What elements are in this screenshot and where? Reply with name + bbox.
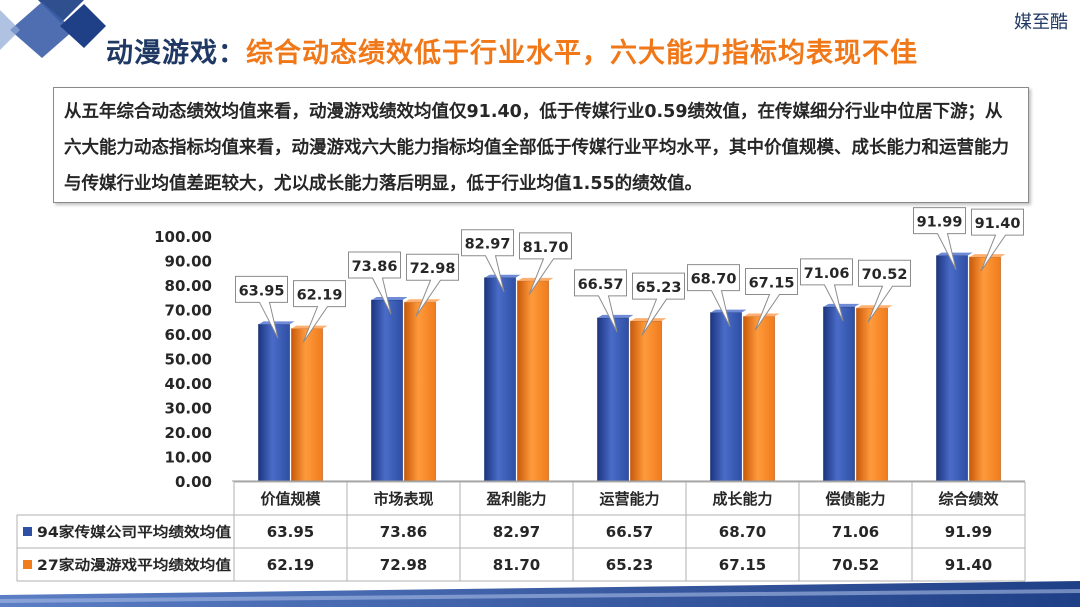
bar [743, 316, 775, 482]
bar [630, 320, 662, 482]
table-value: 91.99 [945, 523, 992, 541]
x-category-label: 价值规模 [260, 490, 321, 508]
bar-top [484, 274, 521, 278]
data-callout [574, 269, 627, 333]
table-value: 67.15 [719, 556, 766, 574]
y-tick-label: 40.00 [165, 375, 212, 393]
summary-box: 从五年综合动态绩效均值来看，动漫游戏绩效均值仅91.40，低于传媒行业0.59绩… [53, 87, 1029, 203]
table-value: 66.57 [606, 523, 653, 541]
data-callout [913, 207, 966, 270]
data-label: 65.23 [636, 280, 682, 296]
page-title: 动漫游戏： 综合动态绩效低于行业水平，六大能力指标均表现不佳 [106, 28, 918, 72]
bar [517, 280, 549, 482]
table-value: 71.06 [832, 523, 879, 541]
bar [936, 255, 968, 482]
data-callout [461, 229, 514, 292]
data-label: 81.70 [523, 240, 569, 256]
legend-label: 94家传媒公司平均绩效均值 [37, 524, 231, 541]
bar-top [371, 297, 408, 301]
y-tick-label: 20.00 [165, 424, 212, 442]
data-callout [406, 253, 459, 317]
data-label: 62.19 [297, 288, 343, 304]
bar-top [823, 303, 860, 307]
x-category-label: 盈利能力 [485, 490, 546, 508]
table-value: 63.95 [267, 523, 314, 541]
x-category-label: 运营能力 [599, 490, 659, 508]
title-main: 综合动态绩效低于行业水平，六大能力指标均表现不佳 [246, 37, 918, 69]
bar [710, 312, 742, 482]
y-tick-label: 70.00 [165, 302, 212, 320]
x-category-label: 偿债能力 [825, 490, 885, 508]
y-tick-label: 60.00 [165, 326, 212, 344]
table-value: 62.19 [267, 556, 314, 574]
bar [823, 306, 855, 482]
data-callout [293, 280, 346, 343]
bar-top [258, 321, 295, 325]
brand-logo-text: 媒至酷 [1014, 12, 1068, 33]
data-callout [971, 208, 1024, 272]
data-label: 68.70 [691, 272, 737, 288]
data-label: 91.99 [917, 215, 963, 231]
table-value: 91.40 [945, 556, 992, 574]
bar [969, 256, 1001, 482]
data-callout [687, 264, 740, 327]
data-label: 73.86 [352, 259, 398, 275]
data-callout [632, 272, 685, 336]
bottom-band-decoration [0, 581, 1080, 607]
table-value: 65.23 [606, 556, 653, 574]
table-value: 70.52 [832, 556, 879, 574]
x-category-label: 综合绩效 [938, 490, 999, 508]
bar [258, 324, 290, 482]
data-label: 63.95 [239, 283, 285, 299]
legend-swatch [23, 527, 32, 536]
y-tick-label: 90.00 [165, 253, 212, 271]
table-value: 81.70 [493, 556, 540, 574]
legend-label: 27家动漫游戏平均绩效均值 [37, 557, 231, 574]
bar [597, 317, 629, 482]
data-label: 70.52 [862, 267, 908, 283]
y-tick-label: 80.00 [165, 277, 212, 295]
y-tick-label: 10.00 [165, 449, 212, 467]
bar-top [936, 252, 973, 256]
bar [371, 299, 403, 482]
data-callout [800, 258, 853, 322]
x-category-label: 成长能力 [712, 490, 772, 508]
data-callout [235, 275, 288, 339]
bar-top [710, 309, 747, 313]
bar [291, 328, 323, 482]
y-tick-label: 100.00 [154, 228, 212, 246]
data-label: 71.06 [804, 266, 850, 282]
legend-swatch [23, 560, 32, 569]
y-tick-label: 0.00 [175, 473, 212, 491]
data-label: 66.57 [578, 277, 624, 293]
table-value: 82.97 [493, 523, 540, 541]
table-value: 72.98 [380, 556, 427, 574]
table-value: 68.70 [719, 523, 766, 541]
data-callout [348, 251, 401, 315]
data-label: 82.97 [465, 237, 511, 253]
bar [484, 277, 516, 482]
bar [404, 301, 436, 482]
title-prefix: 动漫游戏： [106, 37, 246, 69]
data-label: 91.40 [975, 216, 1021, 232]
table-value: 73.86 [380, 523, 427, 541]
x-category-label: 市场表现 [373, 490, 433, 508]
summary-text: 从五年综合动态绩效均值来看，动漫游戏绩效均值仅91.40，低于传媒行业0.59绩… [64, 102, 1009, 194]
y-tick-label: 30.00 [165, 400, 212, 418]
data-label: 67.15 [749, 275, 795, 291]
data-callout [745, 267, 798, 331]
bar [856, 307, 888, 482]
corner-diamond-decoration [0, 0, 106, 58]
data-label: 72.98 [410, 261, 456, 277]
data-callout [519, 232, 572, 296]
bar-top [597, 314, 634, 318]
y-tick-label: 50.00 [165, 351, 212, 369]
data-callout [858, 259, 911, 323]
